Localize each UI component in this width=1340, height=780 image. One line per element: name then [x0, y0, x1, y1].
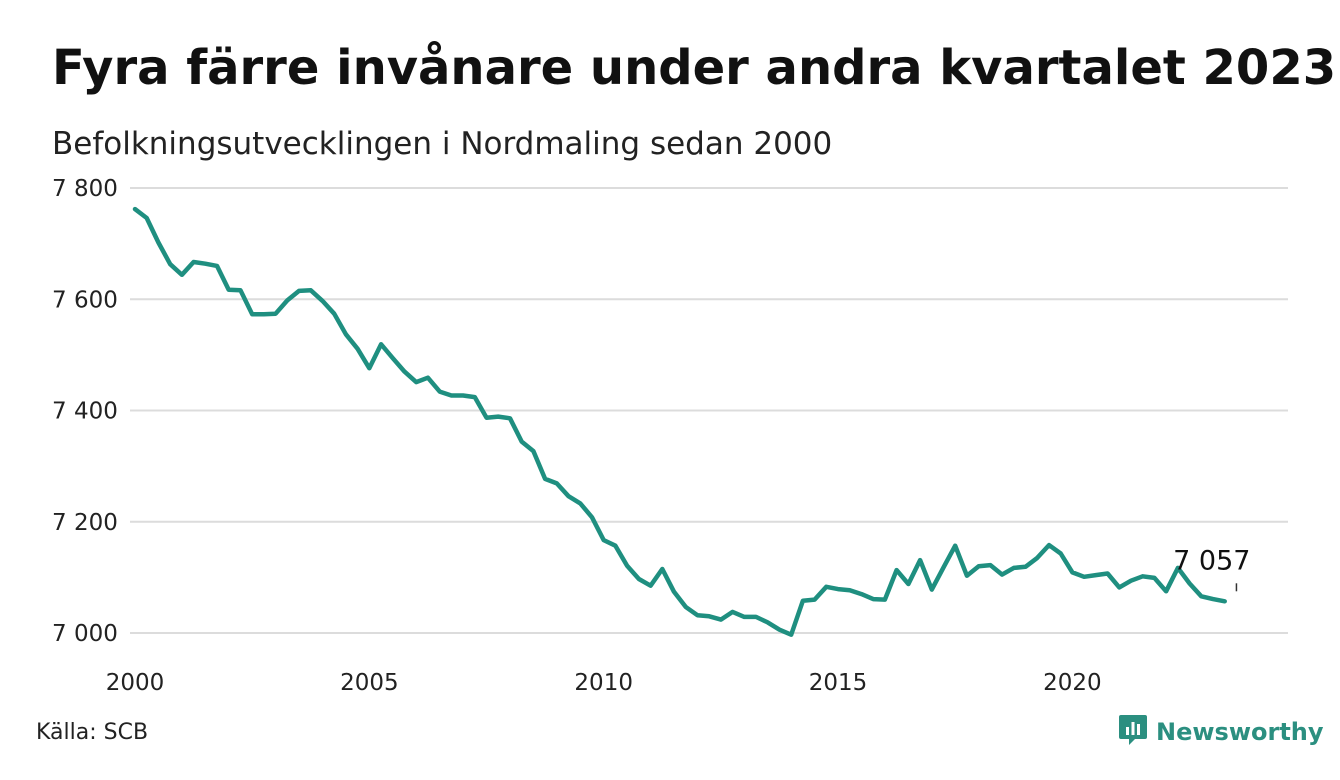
y-tick-label: 7 200	[52, 510, 118, 536]
brand-name: Newsworthy	[1156, 718, 1324, 746]
chart-subtitle: Befolkningsutvecklingen i Nordmaling sed…	[52, 126, 833, 162]
source-note: Källa: SCB	[36, 720, 149, 745]
chart-title: Fyra färre invånare under andra kvartale…	[52, 40, 1337, 96]
y-tick-label: 7 000	[52, 621, 118, 647]
x-tick-label: 2005	[340, 670, 399, 696]
x-tick-label: 2015	[809, 670, 868, 696]
y-tick-label: 7 800	[52, 176, 118, 202]
y-tick-label: 7 400	[52, 399, 118, 425]
population-line	[132, 206, 1227, 637]
x-tick-label: 2020	[1043, 670, 1102, 696]
x-tick-label: 2010	[574, 670, 633, 696]
brand-logo[interactable]: Newsworthy	[1118, 713, 1324, 751]
y-tick-label: 7 600	[52, 287, 118, 313]
line-chart: 7 000 7 200 7 400 7 600 7 800 2000 2005 2010 20…	[52, 176, 1288, 696]
x-tick-label: 2000	[106, 670, 165, 696]
end-value-label: 7 057	[1173, 545, 1250, 576]
newsworthy-logo-icon	[1118, 713, 1148, 751]
